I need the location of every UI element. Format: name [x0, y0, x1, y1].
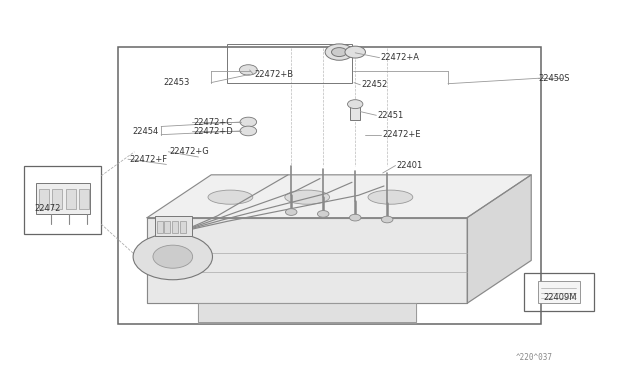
Text: 22451: 22451 [378, 111, 404, 120]
Text: 22472+E: 22472+E [383, 130, 421, 139]
Text: 22472: 22472 [35, 204, 61, 213]
Ellipse shape [285, 190, 330, 204]
Bar [172, 221, 178, 232]
Bar [66, 189, 76, 209]
Circle shape [349, 214, 361, 221]
Text: 22472+A: 22472+A [381, 53, 420, 62]
Text: 22450S: 22450S [539, 74, 570, 83]
Circle shape [153, 245, 193, 268]
Text: 22472+F: 22472+F [129, 155, 168, 164]
Circle shape [133, 234, 212, 280]
Text: ^220^037: ^220^037 [516, 353, 553, 362]
Circle shape [381, 216, 393, 223]
Bar [180, 221, 186, 232]
Circle shape [348, 100, 363, 109]
Bar [538, 281, 580, 303]
Bar [227, 44, 352, 83]
Circle shape [240, 117, 257, 127]
Circle shape [240, 126, 257, 136]
Text: 22472+C: 22472+C [193, 118, 232, 126]
Bar [36, 183, 90, 214]
Bar [164, 221, 170, 232]
Bar [155, 216, 192, 236]
Text: 22472+B: 22472+B [255, 70, 294, 79]
Bar [39, 189, 49, 209]
Circle shape [285, 209, 297, 215]
Polygon shape [147, 218, 467, 303]
Bar [524, 273, 594, 311]
Text: 22453: 22453 [163, 78, 189, 87]
Bar [24, 166, 101, 234]
Text: 22452: 22452 [362, 80, 388, 89]
Circle shape [332, 48, 347, 57]
Text: 22472+G: 22472+G [170, 147, 209, 156]
Text: 22454: 22454 [132, 127, 159, 136]
Bar [350, 103, 360, 120]
Bar [118, 46, 541, 324]
Polygon shape [198, 303, 416, 322]
Ellipse shape [208, 190, 253, 204]
Bar [157, 221, 163, 232]
Text: 22409M: 22409M [543, 293, 577, 302]
Polygon shape [467, 175, 531, 303]
Ellipse shape [368, 190, 413, 204]
Polygon shape [147, 175, 531, 218]
Bar [52, 189, 62, 209]
Circle shape [239, 65, 257, 75]
Text: 22472+D: 22472+D [193, 127, 233, 136]
Circle shape [325, 44, 353, 60]
Text: 22401: 22401 [397, 161, 423, 170]
Circle shape [317, 211, 329, 217]
Circle shape [345, 46, 365, 58]
Bar [79, 189, 89, 209]
